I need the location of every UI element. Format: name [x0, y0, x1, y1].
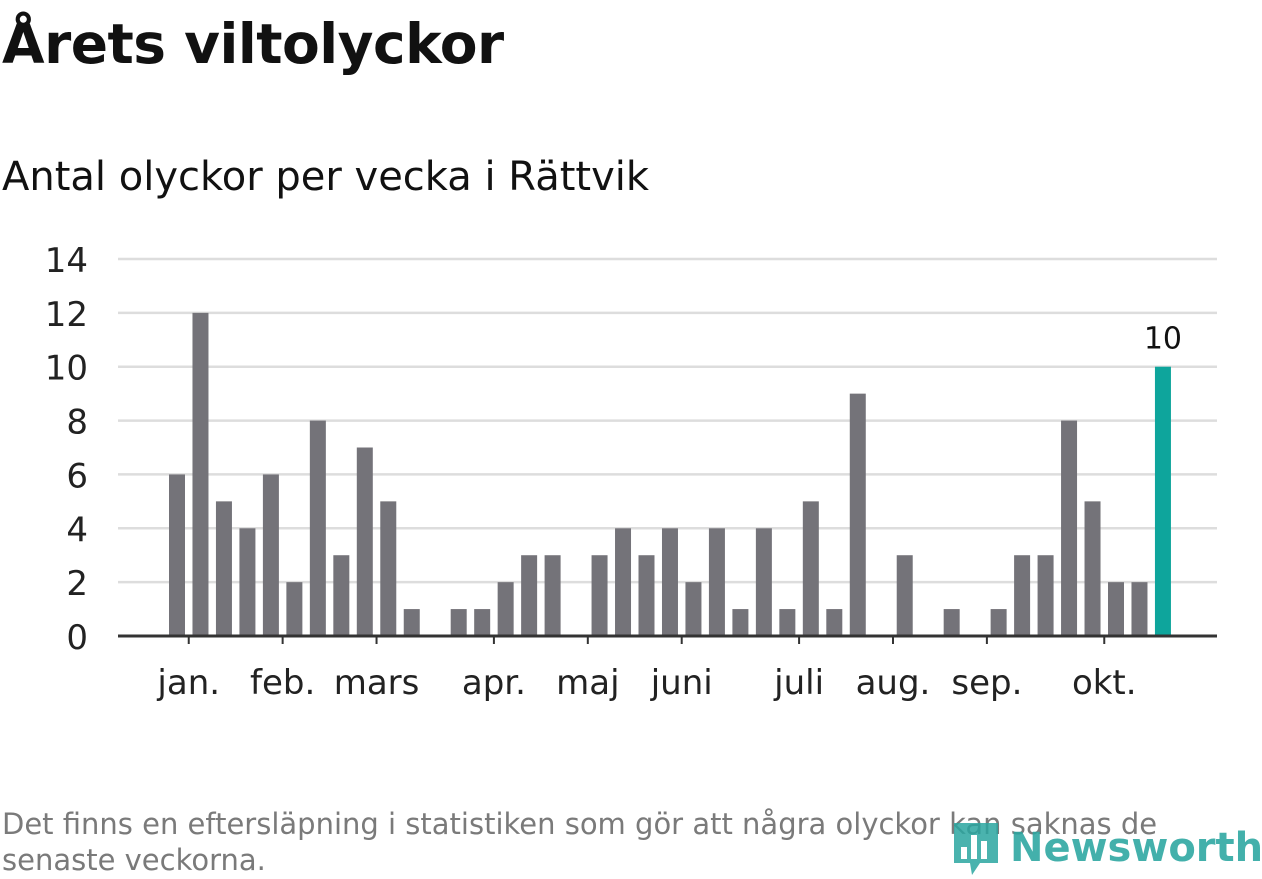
y-tick-label: 14 — [45, 241, 88, 281]
bar — [755, 528, 772, 636]
y-tick-label: 6 — [66, 456, 88, 496]
bar — [380, 501, 397, 636]
bar-highlight — [1154, 366, 1171, 636]
y-axis-ticks: 0 2 4 6 8 10 12 14 — [45, 241, 88, 658]
bar — [779, 609, 796, 636]
brand-logo-text: Newsworthy — [1010, 825, 1262, 871]
bar — [215, 501, 232, 636]
bar — [169, 474, 185, 636]
bar — [708, 528, 725, 636]
bar — [591, 555, 608, 636]
x-tick-label: juni — [650, 663, 713, 703]
bar — [192, 312, 209, 636]
data-labels: 10 — [1144, 322, 1182, 357]
bar — [661, 528, 678, 636]
x-tick-label: maj — [556, 663, 619, 703]
bar — [450, 609, 467, 636]
grid-lines — [118, 257, 1217, 584]
y-tick-label: 8 — [66, 403, 88, 443]
bar — [521, 555, 538, 636]
bar — [239, 528, 256, 636]
bar — [638, 555, 655, 636]
bar — [544, 555, 561, 636]
y-tick-label: 4 — [66, 510, 88, 550]
bar-chart-logo-icon — [954, 823, 998, 875]
bar — [1131, 582, 1148, 636]
bar-chart: 0 2 4 6 8 10 12 14 jan. feb. mars apr. maj juni juli a… — [45, 241, 1217, 703]
x-tick-label: sep. — [951, 663, 1022, 703]
x-tick-label: jan. — [156, 663, 220, 703]
bars — [118, 312, 1217, 638]
bar — [826, 609, 843, 636]
y-tick-label: 2 — [66, 564, 88, 604]
x-axis-ticks: jan. feb. mars apr. maj juni juli aug. sep. okt. — [156, 636, 1137, 703]
bar — [309, 420, 326, 636]
bar — [990, 609, 1007, 636]
chart-subtitle: Antal olyckor per vecka i Rättvik — [2, 154, 650, 200]
x-tick-label: apr. — [462, 663, 526, 703]
bar — [615, 528, 632, 636]
bar — [403, 609, 420, 636]
chart-title: Årets viltolyckor — [2, 12, 504, 76]
x-tick-label: feb. — [250, 663, 315, 703]
y-tick-label: 0 — [66, 618, 88, 658]
bar — [1037, 555, 1054, 636]
bar — [896, 555, 913, 636]
x-tick-label: mars — [334, 663, 420, 703]
bar — [802, 501, 819, 636]
bar — [497, 582, 514, 636]
bar — [1084, 501, 1101, 636]
data-label-last: 10 — [1144, 322, 1182, 357]
y-tick-label: 10 — [45, 349, 88, 389]
bar — [1061, 420, 1078, 636]
bar — [262, 474, 279, 636]
brand-logo: Newsworthy — [950, 818, 1262, 878]
x-tick-label: okt. — [1072, 663, 1137, 703]
bar — [685, 582, 702, 636]
bar — [849, 393, 866, 636]
bar — [474, 609, 491, 636]
bar — [333, 555, 350, 636]
x-tick-label: juli — [773, 663, 824, 703]
bar — [286, 582, 303, 636]
bar — [1014, 555, 1031, 636]
bar — [943, 609, 960, 636]
x-tick-label: aug. — [856, 663, 931, 703]
y-tick-label: 12 — [45, 295, 88, 335]
bar — [356, 447, 373, 636]
bar — [732, 609, 749, 636]
bar — [1108, 582, 1124, 636]
